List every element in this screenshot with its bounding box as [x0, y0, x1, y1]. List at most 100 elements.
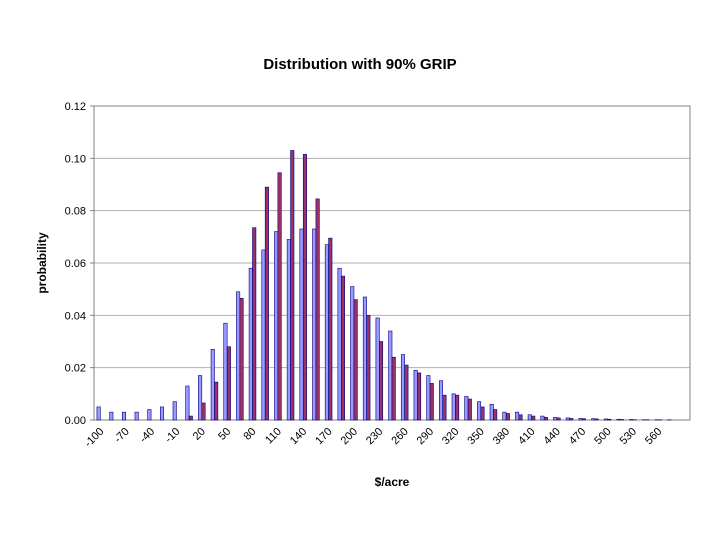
- bar-series-2: [404, 364, 409, 421]
- bar-series-1: [134, 411, 139, 421]
- x-tick-label: 440: [542, 426, 563, 447]
- bar-series-1: [248, 267, 253, 421]
- bar-series-2: [252, 227, 257, 421]
- bar-series-2: [442, 394, 447, 421]
- chart-title: Distribution with 90% GRIP: [263, 56, 456, 73]
- bar-series-2: [518, 414, 523, 421]
- x-tick-label: 260: [389, 426, 410, 447]
- bar-series-1: [172, 401, 177, 421]
- bar-series-1: [565, 417, 570, 421]
- bar-series-2: [302, 154, 307, 421]
- bar-series-2: [480, 406, 485, 421]
- bar-series-2: [366, 315, 371, 421]
- x-tick-label: -10: [163, 426, 183, 446]
- y-tick-label: 0.04: [65, 310, 86, 322]
- bar-series-1: [438, 380, 444, 421]
- bar-series-1: [477, 401, 482, 421]
- bar-series-2: [353, 299, 358, 421]
- x-tick-label: 500: [592, 426, 613, 447]
- y-tick-label: 0.06: [65, 258, 86, 270]
- bar-series-1: [464, 396, 469, 421]
- bar-series-1: [426, 375, 431, 421]
- bar-series-1: [553, 417, 558, 421]
- bar-series-1: [489, 403, 494, 421]
- bar-series-1: [616, 418, 621, 421]
- bar-series-2: [417, 372, 422, 421]
- bar-series-2: [505, 413, 510, 421]
- bar-series-2: [569, 418, 574, 421]
- bar-series-1: [400, 354, 405, 421]
- bar-series-2: [543, 417, 548, 421]
- bar-series-1: [578, 418, 583, 421]
- bar-series-1: [337, 267, 342, 421]
- x-tick-label: -40: [137, 426, 157, 446]
- x-tick-label: 230: [364, 426, 385, 447]
- bar-series-2: [581, 418, 586, 421]
- bar-series-2: [391, 356, 396, 421]
- bar-series-2: [201, 402, 206, 421]
- bar-series-2: [493, 409, 498, 421]
- bar-series-2: [264, 186, 269, 421]
- bar-series-1: [591, 418, 596, 421]
- bar-series-1: [160, 406, 165, 421]
- bar-series-1: [274, 231, 279, 421]
- bar-series-2: [340, 275, 346, 421]
- bar-series-1: [502, 411, 507, 421]
- bar-series-1: [223, 322, 228, 421]
- y-tick-label: 0.02: [65, 363, 86, 375]
- x-tick-label: 350: [465, 426, 486, 447]
- bar-series-2: [607, 418, 612, 421]
- bar-series-2: [188, 415, 193, 421]
- bar-series-1: [629, 419, 634, 421]
- bar-series-2: [290, 150, 295, 421]
- gridlines: [94, 105, 690, 369]
- bar-series-1: [540, 415, 545, 421]
- bar-series-1: [121, 411, 127, 421]
- x-tick-label: 410: [516, 426, 537, 447]
- bar-series-1: [210, 349, 215, 421]
- bar-series-2: [277, 172, 282, 421]
- x-tick-label: -70: [112, 426, 132, 446]
- bar-series-2: [531, 415, 536, 421]
- bar-series-1: [413, 369, 418, 421]
- bar-series-2: [239, 298, 244, 421]
- bar-series-1: [388, 330, 393, 421]
- y-axis: 0.00 0.02 0.04 0.06 0.08 0.10 0.12: [65, 101, 94, 427]
- bar-series-2: [315, 198, 320, 421]
- y-tick-label: 0.00: [65, 415, 86, 427]
- x-tick-label: 80: [241, 426, 258, 443]
- x-tick-label: 290: [415, 426, 436, 447]
- bar-series-1: [299, 228, 304, 421]
- bar-series-2: [594, 418, 599, 421]
- x-tick-label: 170: [313, 426, 334, 447]
- bar-series-1: [324, 244, 329, 421]
- bar-series-1: [362, 296, 367, 421]
- bar-series-2: [429, 383, 434, 421]
- bar-series-1: [236, 291, 241, 421]
- bar-series-1: [185, 385, 190, 421]
- bar-series-2: [214, 381, 219, 421]
- bar-series-1: [147, 409, 152, 421]
- bars: [96, 150, 672, 421]
- bar-series-1: [261, 249, 266, 421]
- bar-series-2: [467, 398, 472, 421]
- bar-series-1: [603, 418, 608, 421]
- bar-series-2: [226, 346, 231, 421]
- y-axis-label: probability: [35, 232, 49, 294]
- bar-series-1: [109, 411, 114, 421]
- bar-series-1: [312, 228, 317, 421]
- x-tick-label: 110: [263, 426, 284, 447]
- bar-series-1: [96, 406, 101, 421]
- x-tick-label: 530: [618, 426, 639, 447]
- x-tick-label: 50: [216, 426, 233, 443]
- bar-series-2: [328, 237, 333, 421]
- x-tick-label: 560: [643, 426, 664, 447]
- x-tick-label: 470: [567, 426, 588, 447]
- bar-series-1: [375, 317, 380, 421]
- bar-series-1: [451, 393, 456, 421]
- bar-series-2: [556, 417, 561, 421]
- bar-series-1: [286, 239, 291, 421]
- bar-series-1: [515, 411, 520, 421]
- y-tick-label: 0.08: [65, 206, 86, 218]
- bar-series-2: [619, 419, 624, 421]
